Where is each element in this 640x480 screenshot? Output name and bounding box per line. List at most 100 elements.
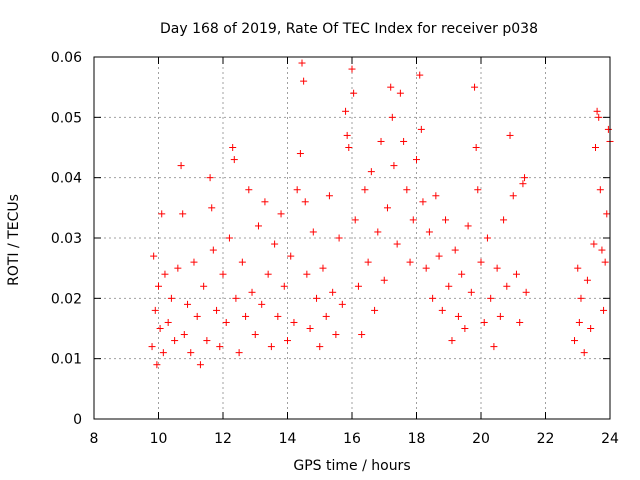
data-point	[238, 258, 246, 266]
data-point	[274, 312, 282, 320]
data-point	[377, 137, 385, 145]
data-point	[403, 186, 411, 194]
data-point	[477, 258, 485, 266]
data-point	[432, 192, 440, 200]
data-point	[396, 89, 404, 97]
data-point	[343, 131, 351, 139]
data-point	[435, 252, 443, 260]
data-point	[429, 294, 437, 302]
data-point	[409, 216, 417, 224]
data-point	[350, 89, 358, 97]
data-point	[153, 361, 161, 369]
data-point	[303, 270, 311, 278]
data-point	[235, 349, 243, 357]
data-point	[184, 300, 192, 308]
data-point	[187, 349, 195, 357]
y-axis: 0 0.01 0.02 0.03 0.04 0.05 0.06	[51, 50, 610, 428]
data-point	[171, 337, 179, 345]
data-point	[364, 258, 372, 266]
data-point	[287, 252, 295, 260]
data-point	[522, 288, 530, 296]
data-point	[309, 228, 317, 236]
data-point	[593, 107, 601, 115]
data-point	[232, 294, 240, 302]
data-point	[325, 192, 333, 200]
y-tick-label: 0.06	[51, 50, 82, 66]
data-point	[208, 204, 216, 212]
data-point	[487, 294, 495, 302]
y-tick-label: 0.05	[51, 110, 82, 126]
data-point	[590, 240, 598, 248]
data-point	[448, 337, 456, 345]
data-point	[296, 150, 304, 158]
data-point	[388, 113, 396, 121]
data-point	[417, 125, 425, 133]
data-point	[595, 113, 603, 121]
data-point	[445, 282, 453, 290]
y-tick-label: 0.03	[51, 231, 82, 247]
data-point	[454, 312, 462, 320]
data-point	[316, 343, 324, 351]
x-tick-label: 14	[279, 431, 297, 447]
x-axis-label: GPS time / hours	[293, 458, 410, 474]
data-point	[245, 186, 253, 194]
data-point	[506, 131, 514, 139]
data-point	[167, 294, 175, 302]
data-point	[358, 331, 366, 339]
data-point	[519, 180, 527, 188]
data-point	[471, 83, 479, 91]
y-tick-label: 0.01	[51, 352, 82, 368]
data-point	[161, 270, 169, 278]
data-point	[242, 312, 250, 320]
data-point	[419, 198, 427, 206]
data-point	[219, 270, 227, 278]
data-point	[600, 306, 608, 314]
data-point	[225, 234, 233, 242]
data-point	[383, 204, 391, 212]
y-axis-label: ROTI / TECUs	[6, 194, 22, 286]
data-point	[583, 276, 591, 284]
x-tick-label: 22	[537, 431, 555, 447]
y-tick-label: 0.04	[51, 171, 82, 187]
data-point	[577, 294, 585, 302]
data-point	[438, 306, 446, 314]
data-point	[493, 264, 501, 272]
x-axis: 8 10 12 14 16 18 20 22 24	[90, 57, 619, 447]
data-point	[575, 318, 583, 326]
data-point	[596, 186, 604, 194]
data-point	[345, 144, 353, 151]
data-point	[413, 156, 420, 164]
data-point	[213, 306, 221, 314]
data-point	[251, 331, 259, 339]
data-point	[603, 210, 611, 218]
data-point	[387, 83, 395, 91]
data-point	[290, 318, 298, 326]
data-point	[521, 174, 529, 182]
data-point	[254, 222, 262, 230]
data-point	[230, 156, 238, 164]
data-point	[150, 252, 158, 260]
data-point	[193, 312, 201, 320]
data-point	[258, 300, 266, 308]
data-point	[322, 312, 330, 320]
data-point	[587, 325, 595, 332]
grid	[94, 57, 610, 419]
data-point	[354, 282, 362, 290]
x-tick-label: 16	[343, 431, 361, 447]
data-point	[216, 343, 224, 351]
data-point	[155, 282, 162, 290]
x-tick-label: 18	[408, 431, 426, 447]
data-point	[158, 210, 166, 218]
data-point	[472, 144, 480, 151]
x-tick-label: 12	[214, 431, 232, 447]
data-point	[380, 276, 388, 284]
data-point	[442, 216, 450, 224]
data-point	[338, 300, 346, 308]
data-point	[393, 240, 401, 248]
data-point	[604, 125, 612, 133]
data-point	[335, 234, 343, 242]
data-point	[400, 137, 408, 145]
data-point	[148, 343, 156, 351]
data-point	[351, 216, 359, 224]
